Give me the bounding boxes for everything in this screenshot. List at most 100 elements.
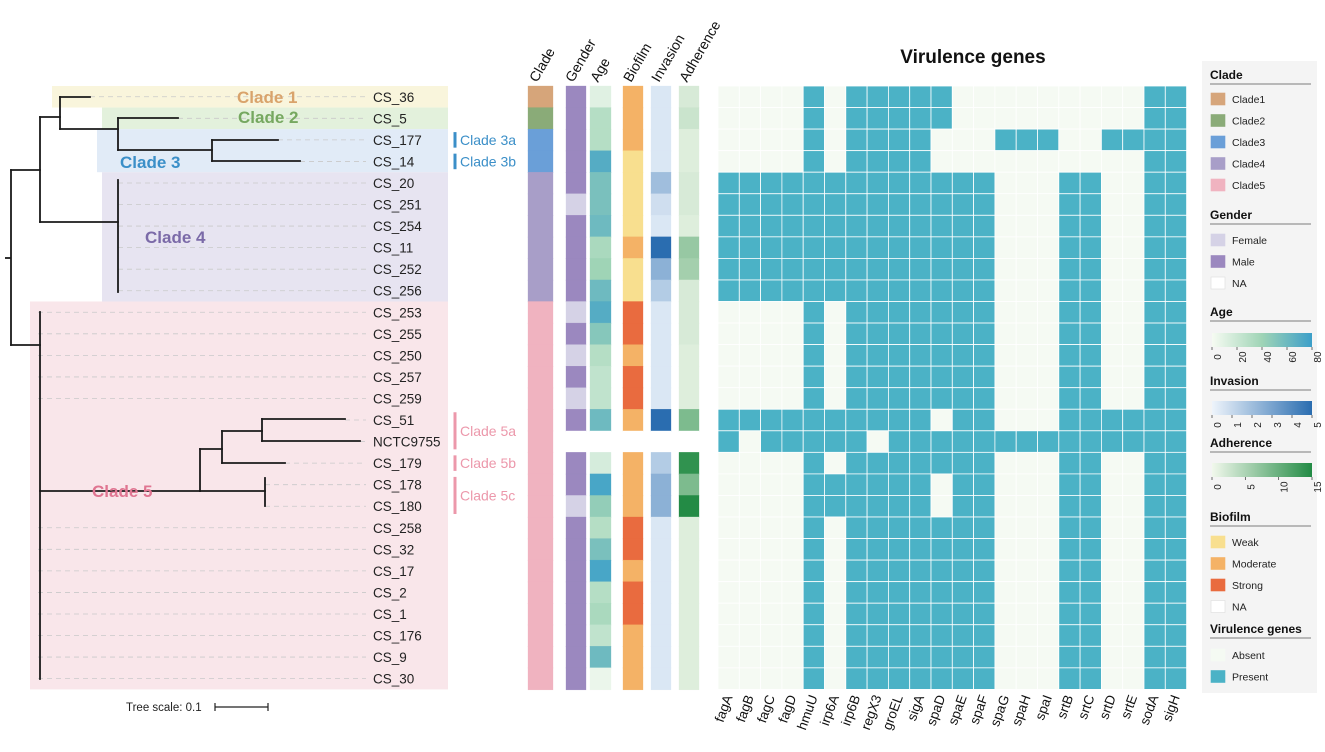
gene-present-cell — [951, 257, 974, 281]
gene-absent-cell — [717, 387, 740, 410]
adherence-cell — [678, 85, 700, 109]
gene-absent-cell — [1122, 107, 1145, 130]
gene-absent-cell — [717, 538, 740, 561]
gene-absent-cell — [738, 473, 761, 496]
legend-item-label: Clade3 — [1232, 137, 1265, 149]
gene-present-cell — [909, 645, 932, 669]
gene-present-cell — [1164, 279, 1188, 302]
gene-present-cell — [930, 667, 953, 690]
legend-item-label: Absent — [1232, 650, 1265, 662]
tip-label: NCTC9755 — [373, 435, 441, 450]
gene-present-cell — [1079, 301, 1102, 324]
gene-absent-cell — [1122, 171, 1145, 195]
invasion-cell — [650, 365, 672, 389]
legend-item-label: NA — [1232, 602, 1247, 614]
gene-present-cell — [738, 408, 761, 432]
age-cell — [589, 128, 612, 152]
gene-label: fagB — [733, 693, 757, 724]
gene-absent-cell — [1037, 301, 1060, 324]
age-cell — [589, 538, 612, 561]
gene-present-cell — [845, 150, 868, 173]
gene-present-cell — [1058, 301, 1081, 324]
gene-present-cell — [1037, 430, 1060, 453]
gene-present-cell — [973, 408, 996, 432]
gene-present-cell — [802, 279, 825, 302]
gene-present-cell — [973, 624, 996, 647]
gene-absent-cell — [994, 495, 1017, 518]
gene-present-cell — [845, 257, 868, 281]
gene-absent-cell — [738, 538, 761, 561]
gene-present-cell — [951, 387, 974, 410]
gene-present-cell — [973, 581, 996, 604]
gene-absent-cell — [824, 365, 847, 389]
tip-label: CS_2 — [373, 585, 407, 600]
gene-present-cell — [951, 430, 974, 453]
gene-absent-cell — [1101, 193, 1124, 216]
gene-present-cell — [802, 408, 825, 432]
gene-present-cell — [909, 473, 932, 496]
invasion-cell — [650, 85, 672, 109]
gene-absent-cell — [1101, 85, 1124, 108]
gene-present-cell — [1143, 495, 1166, 518]
gene-present-cell — [866, 322, 889, 345]
gene-present-cell — [866, 85, 889, 108]
invasion-cell — [650, 667, 672, 691]
gene-present-cell — [930, 430, 953, 453]
gene-present-cell — [1164, 344, 1188, 367]
gene-absent-cell — [994, 171, 1017, 195]
legend-swatch — [1210, 135, 1226, 149]
tip-label: CS_258 — [373, 521, 422, 536]
gene-present-cell — [781, 193, 804, 216]
gene-present-cell — [1079, 624, 1102, 647]
gene-absent-cell — [738, 387, 761, 410]
gene-present-cell — [1143, 667, 1166, 690]
gene-absent-cell — [760, 602, 783, 626]
legend-panel: Clade Clade1 Clade2 Clade3 Clade4 Clade5 Gende… — [1202, 61, 1324, 693]
gene-absent-cell — [1101, 344, 1124, 367]
gene-present-cell — [951, 193, 974, 216]
legend-swatch — [1210, 233, 1226, 247]
gene-present-cell — [845, 387, 868, 410]
gene-present-cell — [1164, 430, 1188, 453]
gene-present-cell — [824, 193, 847, 216]
gene-absent-cell — [760, 451, 783, 475]
gene-present-cell — [802, 559, 825, 583]
age-cell — [589, 150, 612, 173]
gene-present-cell — [738, 236, 761, 259]
clade-cell — [527, 301, 554, 324]
gene-present-cell — [866, 408, 889, 432]
gene-present-cell — [802, 516, 825, 539]
gene-absent-cell — [1101, 516, 1124, 539]
gene-absent-cell — [781, 322, 804, 345]
gene-present-cell — [1164, 257, 1188, 281]
invasion-cell — [650, 236, 672, 260]
clade-cell — [527, 538, 554, 561]
gene-present-cell — [888, 365, 911, 389]
gene-present-cell — [866, 516, 889, 539]
gene-absent-cell — [1015, 171, 1038, 195]
invasion-cell — [650, 452, 672, 475]
gene-absent-cell — [994, 516, 1017, 539]
gene-absent-cell — [973, 128, 996, 152]
gene-present-cell — [866, 344, 889, 367]
gene-present-cell — [973, 516, 996, 539]
gene-absent-cell — [1037, 322, 1060, 345]
gene-absent-cell — [760, 128, 783, 152]
gene-present-cell — [888, 602, 911, 626]
gene-present-cell — [824, 171, 847, 195]
gene-absent-cell — [994, 85, 1017, 108]
gene-absent-cell — [717, 301, 740, 324]
gene-absent-cell — [760, 559, 783, 583]
gene-absent-cell — [738, 602, 761, 626]
virulence-heatmap: Virulence genesfagAfagBfagCfagDhmuUirp6A… — [712, 47, 1188, 732]
gene-present-cell — [866, 128, 889, 152]
gene-present-cell — [802, 301, 825, 324]
gene-present-cell — [930, 451, 953, 475]
legend-swatch — [1210, 178, 1226, 192]
gene-present-cell — [1164, 171, 1188, 195]
legend-gradient-tick-label: 1 — [1233, 422, 1244, 428]
gene-present-cell — [973, 645, 996, 669]
gene-present-cell — [1079, 193, 1102, 216]
gender-cell — [565, 322, 587, 346]
gene-absent-cell — [951, 128, 974, 152]
